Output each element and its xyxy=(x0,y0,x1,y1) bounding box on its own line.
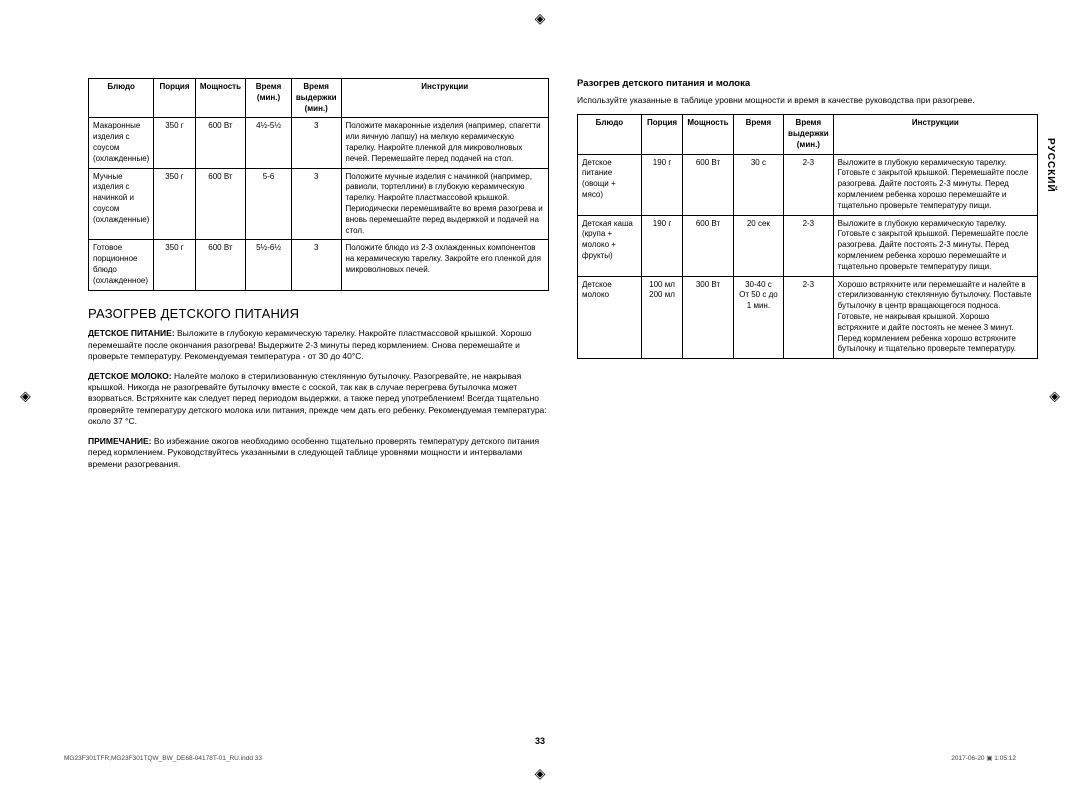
reheating-table: Блюдо Порция Мощность Время (мин.) Время… xyxy=(88,78,549,291)
cell-power: 600 Вт xyxy=(195,240,246,290)
cell-dish: Детская каша (крупа + молоко + фрукты) xyxy=(578,215,642,276)
cell-stand: 2-3 xyxy=(784,154,834,215)
cell-power: 600 Вт xyxy=(195,168,246,240)
cell-dish: Мучные изделия с начинкой и соусом (охла… xyxy=(89,168,154,240)
baby-food-para: ДЕТСКОЕ ПИТАНИЕ: Выложите в глубокую кер… xyxy=(88,328,549,362)
section-title-baby-food: РАЗОГРЕВ ДЕТСКОГО ПИТАНИЯ xyxy=(88,305,549,323)
cell-stand: 2-3 xyxy=(784,215,834,276)
note-label: ПРИМЕЧАНИЕ: xyxy=(88,436,152,446)
baby-milk-para: ДЕТСКОЕ МОЛОКО: Налейте молоко в стерили… xyxy=(88,371,549,428)
cell-power: 300 Вт xyxy=(683,276,734,359)
cell-dish: Детское питание (овощи + мясо) xyxy=(578,154,642,215)
th2-power: Мощность xyxy=(683,115,734,154)
cell-time: 5-6 xyxy=(246,168,292,240)
cell-stand: 3 xyxy=(291,240,341,290)
th-instr: Инструкции xyxy=(341,79,549,118)
th2-time: Время xyxy=(733,115,783,154)
cell-time: 5½-6½ xyxy=(246,240,292,290)
registration-mark-left: ◈ xyxy=(20,388,31,405)
cell-power: 600 Вт xyxy=(683,215,734,276)
th2-dish: Блюдо xyxy=(578,115,642,154)
cell-instr: Положите блюдо из 2-3 охлажденных компон… xyxy=(341,240,549,290)
registration-mark-bottom: ◈ xyxy=(535,765,546,782)
table-row: Детская каша (крупа + молоко + фрукты)19… xyxy=(578,215,1038,276)
cell-portion: 190 г xyxy=(641,154,682,215)
table-row: Детское питание (овощи + мясо)190 г600 В… xyxy=(578,154,1038,215)
th2-instr: Инструкции xyxy=(833,115,1037,154)
cell-dish: Готовое порционное блюдо (охлажденное) xyxy=(89,240,154,290)
note-para: ПРИМЕЧАНИЕ: Во избежание ожогов необходи… xyxy=(88,436,549,470)
th-dish: Блюдо xyxy=(89,79,154,118)
note-text: Во избежание ожогов необходимо особенно … xyxy=(88,436,539,469)
right-column: Разогрев детского питания и молока Испол… xyxy=(577,78,1038,744)
cell-instr: Выложите в глубокую керамическую тарелку… xyxy=(833,154,1037,215)
footer-right: 2017-06-20 ▣ 1:05:12 xyxy=(951,754,1016,762)
footer-left: MG23F301TFR,MG23F301TQW_BW_DE68-04178T-0… xyxy=(64,755,262,762)
cell-stand: 3 xyxy=(291,168,341,240)
table-row: Макаронные изделия с соусом (охлажденные… xyxy=(89,118,549,168)
registration-mark-top: ◈ xyxy=(535,10,546,27)
cell-portion: 190 г xyxy=(641,215,682,276)
cell-instr: Положите мучные изделия с начинкой (напр… xyxy=(341,168,549,240)
cell-portion: 350 г xyxy=(154,118,195,168)
th2-portion: Порция xyxy=(641,115,682,154)
cell-power: 600 Вт xyxy=(683,154,734,215)
right-intro: Используйте указанные в таблице уровни м… xyxy=(577,95,1038,106)
cell-power: 600 Вт xyxy=(195,118,246,168)
page-content: Блюдо Порция Мощность Время (мин.) Время… xyxy=(88,78,1038,744)
cell-time: 20 сек xyxy=(733,215,783,276)
page-number: 33 xyxy=(535,736,545,746)
right-sub-title: Разогрев детского питания и молока xyxy=(577,78,1038,91)
baby-milk-label: ДЕТСКОЕ МОЛОКО: xyxy=(88,371,172,381)
th-time: Время (мин.) xyxy=(246,79,292,118)
cell-dish: Детское молоко xyxy=(578,276,642,359)
registration-mark-right: ◈ xyxy=(1049,388,1060,405)
th-portion: Порция xyxy=(154,79,195,118)
cell-instr: Хорошо встряхните или перемешайте и нале… xyxy=(833,276,1037,359)
table-row: Мучные изделия с начинкой и соусом (охла… xyxy=(89,168,549,240)
cell-instr: Выложите в глубокую керамическую тарелку… xyxy=(833,215,1037,276)
cell-portion: 350 г xyxy=(154,168,195,240)
th-power: Мощность xyxy=(195,79,246,118)
language-tab: РУССКИЙ xyxy=(1043,130,1058,201)
baby-food-label: ДЕТСКОЕ ПИТАНИЕ: xyxy=(88,328,175,338)
cell-time: 4½-5½ xyxy=(246,118,292,168)
th2-stand: Время выдержки (мин.) xyxy=(784,115,834,154)
left-column: Блюдо Порция Мощность Время (мин.) Время… xyxy=(88,78,549,744)
table-row: Готовое порционное блюдо (охлажденное)35… xyxy=(89,240,549,290)
cell-instr: Положите макаронные изделия (например, с… xyxy=(341,118,549,168)
table-row: Детское молоко100 мл 200 мл300 Вт30-40 с… xyxy=(578,276,1038,359)
cell-portion: 350 г xyxy=(154,240,195,290)
cell-portion: 100 мл 200 мл xyxy=(641,276,682,359)
cell-time: 30-40 с От 50 с до 1 мин. xyxy=(733,276,783,359)
baby-food-table: Блюдо Порция Мощность Время Время выдерж… xyxy=(577,114,1038,359)
cell-stand: 2-3 xyxy=(784,276,834,359)
th-stand: Время выдержки (мин.) xyxy=(291,79,341,118)
cell-dish: Макаронные изделия с соусом (охлажденные… xyxy=(89,118,154,168)
cell-time: 30 с xyxy=(733,154,783,215)
cell-stand: 3 xyxy=(291,118,341,168)
